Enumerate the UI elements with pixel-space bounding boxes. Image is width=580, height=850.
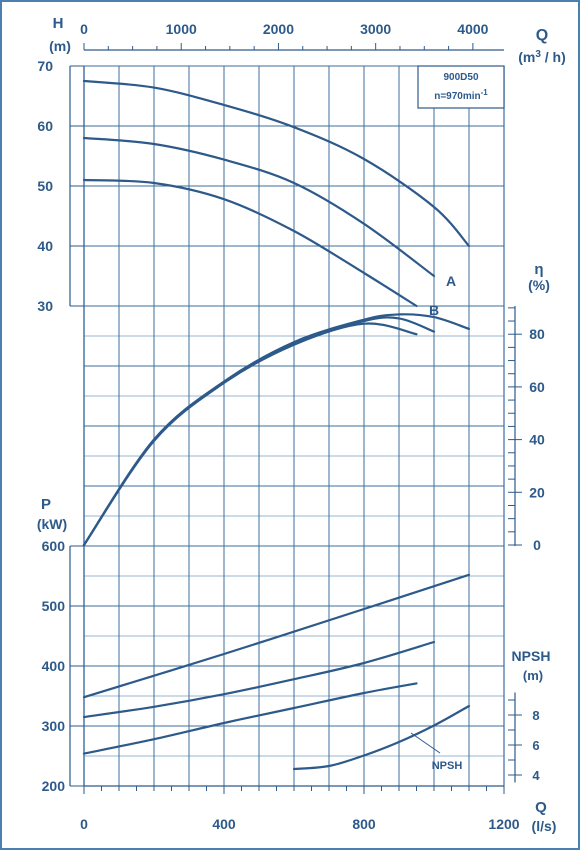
model-box <box>417 65 505 109</box>
eff-tick-label: 60 <box>529 379 545 395</box>
top-flow-unit-exp: 3 <box>535 49 541 60</box>
eff-tick-label: 40 <box>529 432 545 448</box>
power-tick-label: 500 <box>42 598 66 614</box>
top-flow-axis-label: Q <box>536 27 548 44</box>
speed-exponent: -1 <box>481 88 489 97</box>
efficiency-curve-1 <box>82 313 471 547</box>
npsh-curve-label: NPSH <box>432 760 463 772</box>
head-tick-label: 70 <box>37 58 53 74</box>
bottom-flow-tick-label: 400 <box>212 816 236 832</box>
top-flow-tick-label: 2000 <box>263 21 294 37</box>
npsh-tick-label: 8 <box>532 708 539 723</box>
curve-label-b: B <box>429 302 439 318</box>
power-axis-unit: (kW) <box>37 516 67 532</box>
power-tick-label: 600 <box>42 538 66 554</box>
power-tick-label: 200 <box>42 778 66 794</box>
curves <box>82 79 471 771</box>
head-tick-label: 30 <box>37 298 53 314</box>
head-tick-label: 50 <box>37 178 53 194</box>
bottom-flow-axis-label: Q <box>535 799 547 816</box>
bottom-flow-axis-unit: (l/s) <box>532 818 557 834</box>
head-axis-label: H <box>53 15 64 32</box>
head-axis-unit: (m) <box>49 38 71 54</box>
power-tick-label: 400 <box>42 658 66 674</box>
npsh-curve-1 <box>292 704 471 771</box>
speed-text: n=970min <box>434 91 480 102</box>
eff-tick-label: 0 <box>533 537 541 553</box>
speed-label: n=970min-1 <box>434 88 488 102</box>
model-label: 900D50 <box>443 72 478 83</box>
eff-tick-label: 20 <box>529 484 545 500</box>
top-flow-unit-prefix: (m <box>518 49 535 65</box>
power-curve-3 <box>82 682 418 755</box>
npsh-tick-label: 4 <box>532 768 540 783</box>
axes <box>69 43 522 794</box>
top-flow-axis-unit: (m3 / h) <box>518 49 566 65</box>
bottom-flow-tick-label: 0 <box>80 816 88 832</box>
head-tick-label: 40 <box>37 238 53 254</box>
eff-axis-label: η <box>534 261 543 278</box>
eff-tick-label: 80 <box>529 326 545 342</box>
power-curve-2 <box>82 640 436 719</box>
npsh-axis-label: NPSH <box>512 648 551 664</box>
top-flow-unit-suffix: / h) <box>541 49 566 65</box>
bottom-flow-tick-label: 800 <box>352 816 376 832</box>
head-curve-1 <box>82 79 471 248</box>
efficiency-curve-3 <box>82 322 418 547</box>
head-curve-3 <box>82 178 418 308</box>
top-flow-tick-label: 0 <box>80 21 88 37</box>
top-flow-tick-label: 4000 <box>457 21 488 37</box>
top-flow-tick-label: 3000 <box>360 21 391 37</box>
head-curve-2 <box>82 136 436 278</box>
curve-label-a: A <box>446 273 456 289</box>
power-axis-label: P <box>41 496 51 513</box>
eff-axis-unit: (%) <box>528 277 550 293</box>
head-tick-label: 60 <box>37 118 53 134</box>
npsh-axis-unit: (m) <box>523 668 543 683</box>
power-curve-1 <box>82 573 471 699</box>
npsh-callout-leader <box>410 732 441 754</box>
power-tick-label: 300 <box>42 718 66 734</box>
bottom-flow-tick-label: 1200 <box>488 816 519 832</box>
top-flow-tick-label: 1000 <box>166 21 197 37</box>
npsh-tick-label: 6 <box>532 738 539 753</box>
